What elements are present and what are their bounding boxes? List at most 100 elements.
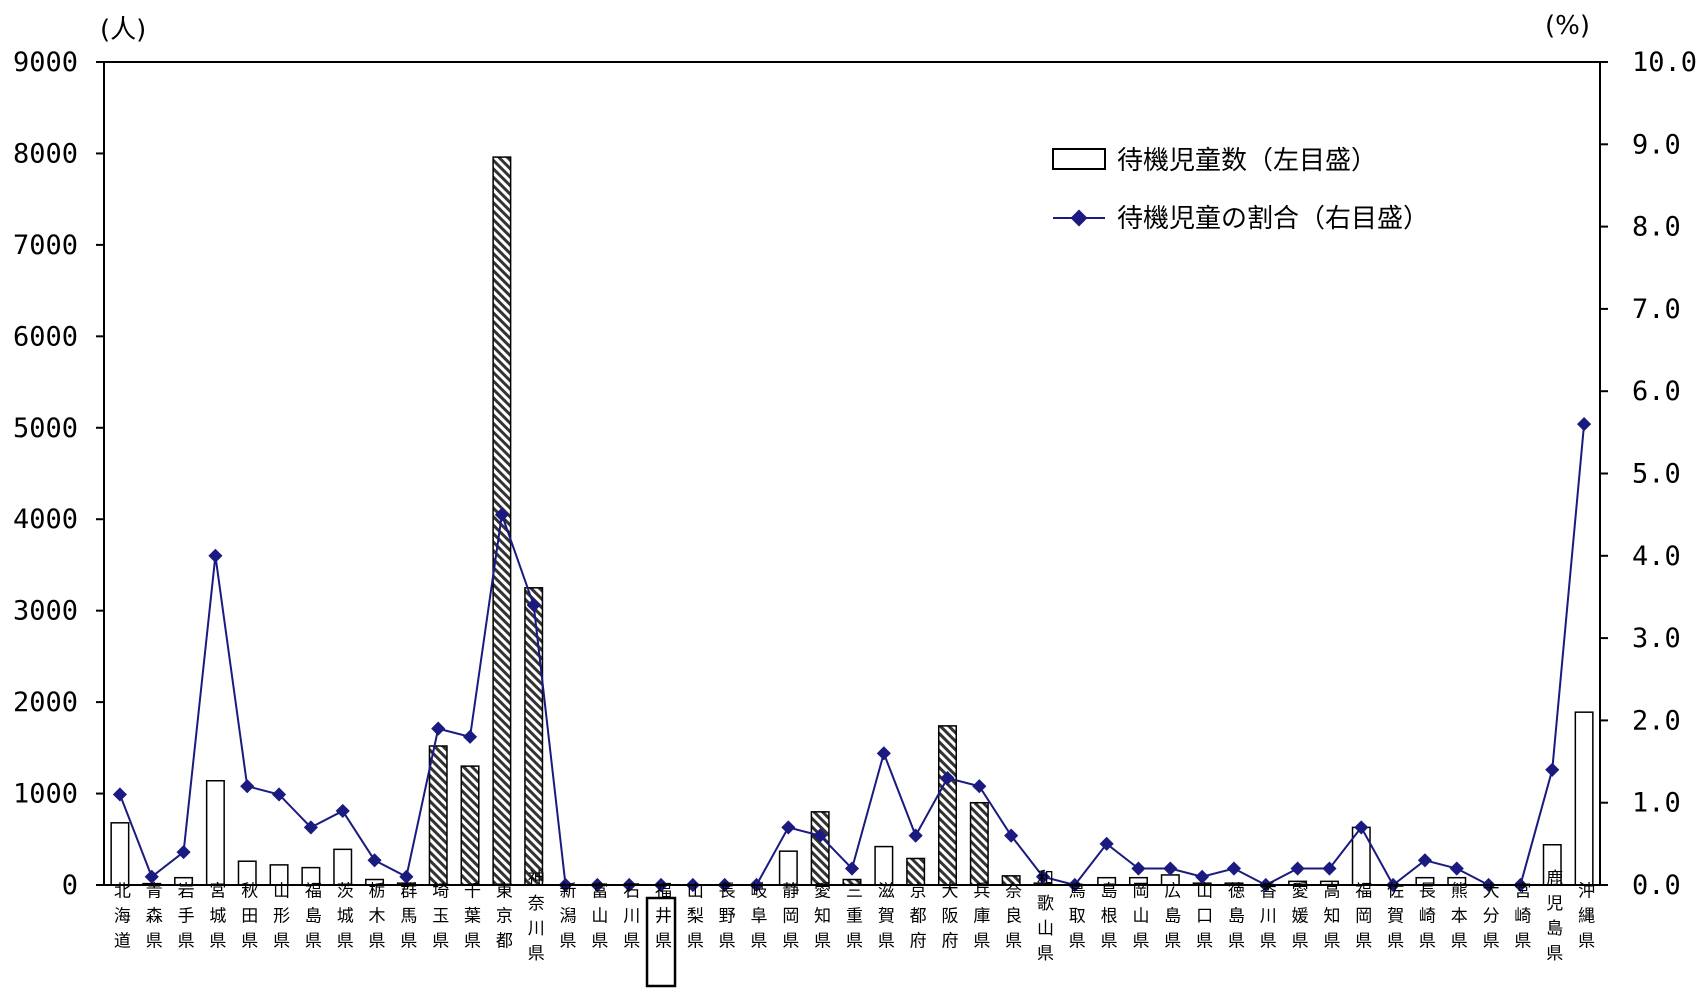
ratio-point-奈良県 — [1004, 828, 1019, 843]
x-tick-text: 大分県 — [1479, 881, 1500, 956]
x-tick-label: 山形県 — [269, 881, 290, 956]
bar-愛知県 — [810, 811, 830, 886]
x-tick-label: 和歌山県 — [1033, 869, 1054, 969]
x-tick-text: 富山県 — [587, 881, 608, 956]
x-tick-label: 長崎県 — [1415, 882, 1436, 957]
x-tick-label: 鳥取県 — [1065, 881, 1086, 956]
y-left-tick-label: 6000 — [13, 321, 78, 352]
y-right-tick-label: 2.0 — [1632, 705, 1681, 736]
x-tick-text: 兵庫県 — [969, 881, 990, 956]
ratio-point-福島県 — [303, 820, 318, 835]
ratio-point-岡山県 — [1131, 861, 1146, 876]
y-left-tick-label: 2000 — [13, 687, 78, 718]
x-tick-label: 埼玉県 — [428, 881, 449, 956]
x-tick-text: 福井県 — [651, 881, 672, 956]
x-tick-text: 宮城県 — [205, 881, 226, 956]
x-tick-label: 福井県 — [645, 881, 677, 988]
y-right-tick-label: 10.0 — [1632, 47, 1697, 78]
ratio-point-高知県 — [1322, 861, 1337, 876]
x-tick-label: 滋賀県 — [874, 881, 895, 956]
ratio-point-青森県 — [144, 869, 159, 884]
ratio-point-福岡県 — [1354, 820, 1369, 835]
x-tick-text: 三重県 — [842, 882, 863, 957]
x-tick-label: 群馬県 — [396, 881, 417, 956]
x-tick-label: 京都府 — [906, 881, 927, 956]
x-tick-text: 福島県 — [301, 881, 322, 956]
x-tick-text: 長野県 — [715, 882, 736, 957]
y-left-tick-label: 4000 — [13, 504, 78, 535]
x-tick-label: 東京都 — [492, 881, 512, 956]
x-tick-text: 長崎県 — [1415, 882, 1436, 957]
y-left-tick-label: 0 — [62, 870, 78, 901]
ratio-point-栃木県 — [367, 853, 382, 868]
x-tick-label: 石川県 — [619, 882, 640, 957]
bar-千葉県 — [460, 765, 480, 886]
x-tick-label: 三重県 — [842, 882, 863, 957]
x-tick-label: 新潟県 — [556, 881, 577, 956]
x-tick-label: 熊本県 — [1447, 881, 1468, 956]
legend: 待機児童数（左目盛） 待機児童の割合（右目盛） — [1052, 146, 1429, 234]
x-tick-text: 広島県 — [1160, 881, 1181, 956]
x-tick-text: 山梨県 — [683, 881, 704, 956]
x-tick-text: 岐阜県 — [747, 881, 768, 956]
bar-茨城県 — [333, 848, 353, 886]
bar-大阪府 — [937, 725, 957, 886]
x-tick-text: 京都府 — [906, 881, 927, 956]
x-tick-label: 兵庫県 — [969, 881, 990, 956]
x-tick-label: 山口県 — [1192, 881, 1213, 956]
x-tick-text: 北海道 — [110, 881, 130, 956]
ratio-point-滋賀県 — [876, 746, 891, 761]
ratio-point-宮城県 — [208, 548, 223, 563]
bar-兵庫県 — [969, 801, 989, 886]
y-right-tick-label: 5.0 — [1632, 459, 1681, 490]
x-tick-text: 熊本県 — [1447, 881, 1468, 956]
x-tick-label: 沖縄県 — [1574, 881, 1595, 956]
legend-bar-label: 待機児童数（左目盛） — [1117, 146, 1377, 176]
x-tick-label: 徳島県 — [1224, 881, 1245, 956]
ratio-point-和歌山県 — [1035, 869, 1051, 884]
x-tick-label: 島根県 — [1097, 881, 1118, 956]
x-tick-text: 徳島県 — [1224, 881, 1245, 956]
x-tick-label: 栃木県 — [365, 881, 386, 956]
bar-沖縄県 — [1574, 711, 1594, 886]
x-tick-label: 岡山県 — [1128, 882, 1149, 957]
x-tick-label: 岐阜県 — [747, 881, 768, 956]
x-tick-text: 山形県 — [269, 881, 290, 956]
x-tick-text: 沖縄県 — [1574, 881, 1595, 956]
legend-bar-swatch — [1052, 148, 1106, 170]
x-tick-text: 愛知県 — [810, 881, 831, 956]
x-tick-label: 秋田県 — [237, 881, 258, 956]
y-right-tick-label: 8.0 — [1632, 212, 1681, 243]
ratio-point-長崎県 — [1417, 853, 1433, 868]
x-tick-text: 香川県 — [1256, 881, 1277, 956]
x-tick-label: 香川県 — [1256, 881, 1277, 956]
y-right-tick-label: 0.0 — [1632, 870, 1681, 901]
ratio-point-千葉県 — [462, 729, 478, 744]
ratio-point-静岡県 — [781, 820, 796, 835]
x-tick-label: 静岡県 — [778, 881, 799, 956]
x-tick-label: 福岡県 — [1351, 881, 1372, 956]
ratio-line — [118, 424, 1586, 887]
x-tick-text: 茨城県 — [333, 881, 354, 956]
x-tick-text: 愛媛県 — [1288, 881, 1309, 956]
bar-宮城県 — [205, 780, 225, 886]
bar-静岡県 — [778, 850, 798, 886]
x-tick-label: 愛知県 — [810, 881, 831, 956]
x-tick-label: 高知県 — [1319, 881, 1340, 956]
ratio-point-広島県 — [1163, 861, 1178, 876]
x-tick-text: 青森県 — [142, 881, 163, 956]
ratio-point-山口県 — [1195, 869, 1210, 884]
ratio-point-三重県 — [844, 861, 860, 876]
bar-埼玉県 — [428, 745, 448, 886]
x-tick-text: 滋賀県 — [874, 881, 895, 956]
x-tick-text: 栃木県 — [365, 881, 386, 956]
x-tick-text: 岡山県 — [1128, 882, 1149, 957]
ratio-point-神奈川県 — [526, 598, 541, 613]
y-right-tick-label: 9.0 — [1632, 129, 1681, 160]
y-left-tick-label: 1000 — [13, 779, 78, 810]
x-tick-text: 岩手県 — [174, 881, 195, 956]
x-tick-label: 愛媛県 — [1288, 881, 1309, 956]
y-left-tick-label: 7000 — [13, 230, 78, 261]
x-tick-label: 大阪府 — [937, 881, 958, 956]
